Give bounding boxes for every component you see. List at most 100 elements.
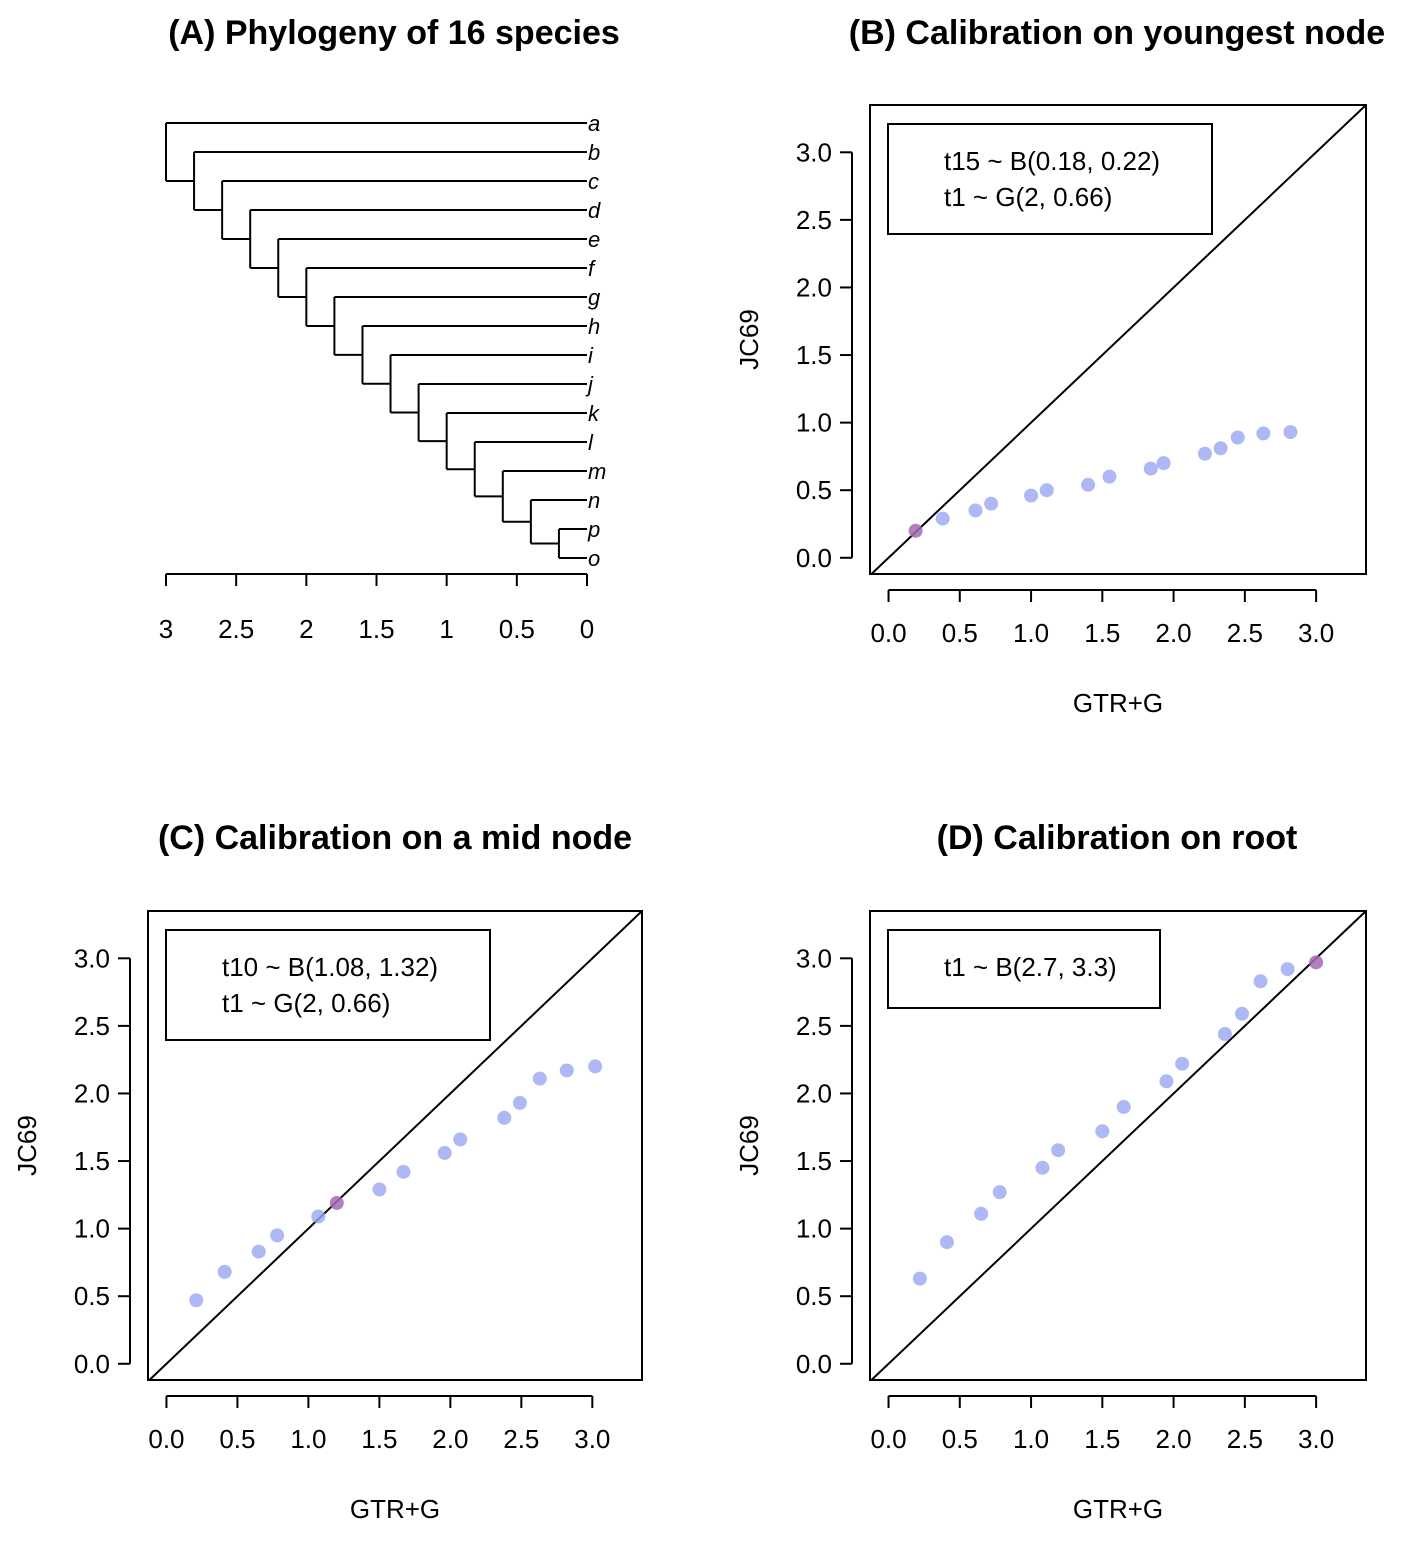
x-tick-label: 2.0 xyxy=(432,1424,468,1454)
panel-c-mid-node: (C) Calibration on a mid node 0.0 0.5 1.0 1.… xyxy=(12,819,643,1524)
tip-label: c xyxy=(588,169,599,194)
legend-box xyxy=(887,929,1161,1009)
y-axis-title: JC69 xyxy=(734,1115,764,1176)
data-point xyxy=(1116,1099,1131,1114)
identity-line xyxy=(870,910,1367,1381)
x-tick-label: 0.0 xyxy=(148,1424,184,1454)
x-axis-title: GTR+G xyxy=(350,1494,440,1524)
identity-line xyxy=(148,910,643,1381)
y-tick-label: 3.0 xyxy=(796,137,832,167)
y-axis-title: JC69 xyxy=(12,1115,42,1176)
data-point xyxy=(372,1182,387,1197)
y-tick-label: 1.0 xyxy=(796,408,832,438)
y-tick-label: 2.5 xyxy=(796,1011,832,1041)
data-point xyxy=(1280,962,1295,977)
x-tick-label: 1.5 xyxy=(1084,618,1120,648)
x-tick-label: 2.0 xyxy=(1156,1424,1192,1454)
data-point xyxy=(1051,1143,1066,1158)
data-point xyxy=(1235,1006,1249,1021)
x-tick-label: 3.0 xyxy=(1298,1424,1334,1454)
data-point xyxy=(1095,1124,1110,1139)
panel-a-phylogeny: (A) Phylogeny of 16 species abcdefghijklm… xyxy=(159,14,620,644)
x-tick-label: 0.5 xyxy=(499,614,535,644)
data-point xyxy=(939,1235,954,1250)
data-point xyxy=(189,1293,204,1308)
data-point xyxy=(1175,1056,1190,1071)
x-tick-label: 1.0 xyxy=(1013,1424,1049,1454)
data-point xyxy=(1197,446,1212,461)
plot-frame xyxy=(147,910,643,1381)
legend-entry: t1 ~ G(2, 0.66) xyxy=(944,182,1112,212)
data-point xyxy=(968,503,983,518)
data-point xyxy=(1039,483,1054,498)
tip-label: b xyxy=(588,140,600,165)
y-tick-label: 2.0 xyxy=(796,1078,832,1108)
plot-frame xyxy=(869,104,1367,575)
tip-label: a xyxy=(588,111,600,136)
data-point xyxy=(992,1185,1007,1200)
data-point xyxy=(1024,488,1039,503)
y-tick-label: 2.5 xyxy=(796,205,832,235)
x-tick-label: 1.5 xyxy=(358,614,394,644)
data-point xyxy=(512,1095,527,1110)
tip-label: e xyxy=(588,227,600,252)
tip-label: n xyxy=(588,488,600,513)
x-tick-label: 0.5 xyxy=(942,1424,978,1454)
y-tick-label: 1.0 xyxy=(74,1214,110,1244)
tip-label: i xyxy=(588,343,594,368)
x-tick-label: 0.5 xyxy=(942,618,978,648)
y-tick-label: 0.0 xyxy=(796,1349,832,1379)
x-tick-label: 2.5 xyxy=(218,614,254,644)
x-tick-label: 2.5 xyxy=(1227,1424,1263,1454)
x-tick-label: 2.0 xyxy=(1156,618,1192,648)
panel-title: (B) Calibration on youngest node xyxy=(849,14,1385,52)
tip-label: o xyxy=(588,546,600,571)
x-tick-label: 1.5 xyxy=(361,1424,397,1454)
data-point xyxy=(311,1209,326,1224)
x-tick-label: 1.0 xyxy=(290,1424,326,1454)
data-point xyxy=(1253,974,1268,989)
legend-box xyxy=(887,123,1213,235)
tip-label: f xyxy=(588,256,597,281)
calibrated-point xyxy=(908,523,923,538)
data-point xyxy=(453,1132,468,1147)
data-point xyxy=(1213,441,1228,456)
y-tick-label: 3.0 xyxy=(74,943,110,973)
data-point xyxy=(588,1059,603,1074)
panel-title: (C) Calibration on a mid node xyxy=(158,819,632,857)
panel-title: (A) Phylogeny of 16 species xyxy=(168,14,620,52)
tip-label: g xyxy=(588,285,601,310)
identity-line xyxy=(870,104,1367,575)
x-tick-label: 0 xyxy=(580,614,594,644)
x-tick-label: 2.5 xyxy=(1227,618,1263,648)
y-tick-label: 3.0 xyxy=(796,943,832,973)
tip-label: p xyxy=(587,517,600,542)
legend-box xyxy=(165,929,491,1041)
y-tick-label: 1.0 xyxy=(796,1214,832,1244)
data-point xyxy=(912,1271,927,1286)
data-point xyxy=(532,1071,547,1086)
data-point xyxy=(1159,1074,1174,1089)
data-point xyxy=(559,1063,574,1078)
x-tick-label: 0.0 xyxy=(870,618,906,648)
x-tick-label: 2 xyxy=(299,614,313,644)
y-tick-label: 2.0 xyxy=(796,272,832,302)
y-tick-label: 0.5 xyxy=(74,1281,110,1311)
calibrated-point xyxy=(329,1195,344,1210)
data-point xyxy=(984,496,999,511)
y-tick-label: 0.5 xyxy=(796,1281,832,1311)
tip-label: h xyxy=(588,314,600,339)
legend-entry: t15 ~ B(0.18, 0.22) xyxy=(944,146,1160,176)
panel-b-youngest-node: (B) Calibration on youngest node 0.0 0.5 1.… xyxy=(734,14,1385,718)
data-point xyxy=(396,1164,411,1179)
plot-frame xyxy=(869,910,1367,1381)
tip-label: j xyxy=(585,372,594,397)
legend-entry: t10 ~ B(1.08, 1.32) xyxy=(222,952,438,982)
y-tick-label: 0.5 xyxy=(796,475,832,505)
data-point xyxy=(497,1110,512,1125)
x-axis-title: GTR+G xyxy=(1073,1494,1163,1524)
tip-label: k xyxy=(588,401,600,426)
data-point xyxy=(1081,477,1096,492)
data-point xyxy=(1217,1026,1232,1041)
data-point xyxy=(935,511,950,526)
